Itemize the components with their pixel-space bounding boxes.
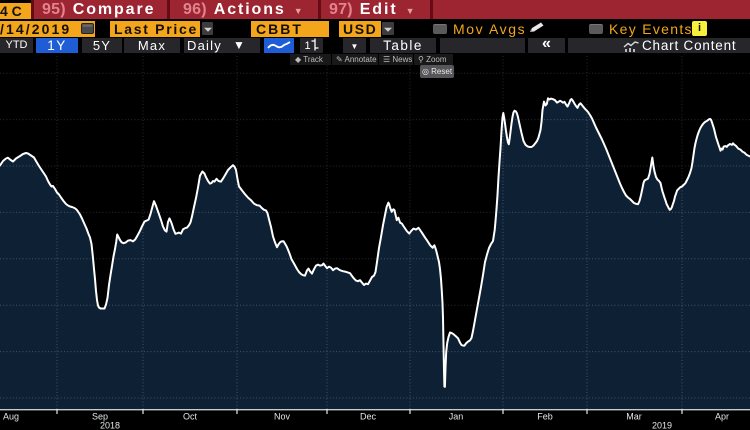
svg-text:Feb: Feb [537,412,553,422]
svg-text:2019: 2019 [652,421,672,430]
svg-text:Nov: Nov [274,412,291,422]
svg-text:Oct: Oct [183,412,198,422]
svg-text:Jan: Jan [449,412,464,422]
svg-text:Dec: Dec [360,412,377,422]
svg-text:Mar: Mar [626,412,642,422]
svg-text:Apr: Apr [715,412,729,422]
svg-text:Sep: Sep [92,412,108,422]
svg-text:2018: 2018 [100,421,120,430]
svg-text:Aug: Aug [3,412,19,422]
